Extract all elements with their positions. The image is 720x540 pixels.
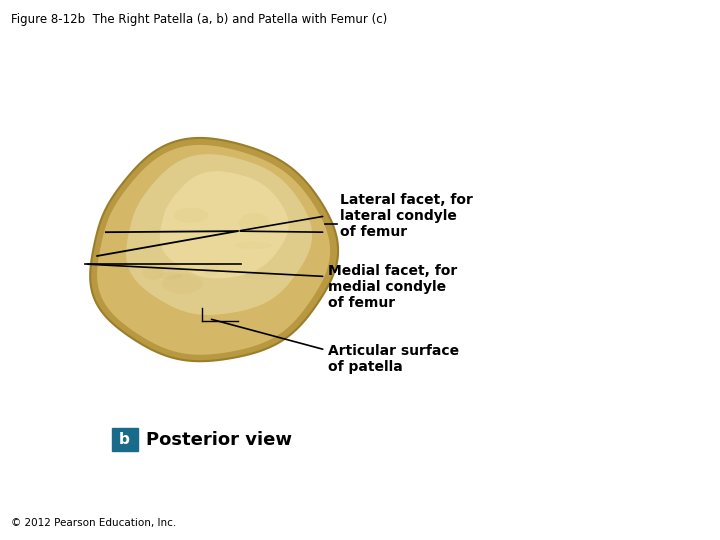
Polygon shape — [90, 138, 338, 361]
Text: Lateral facet, for
lateral condyle
of femur: Lateral facet, for lateral condyle of fe… — [340, 193, 473, 239]
Ellipse shape — [204, 262, 220, 276]
Polygon shape — [160, 171, 289, 278]
Polygon shape — [126, 154, 312, 315]
Ellipse shape — [159, 272, 182, 279]
Text: Medial facet, for
medial condyle
of femur: Medial facet, for medial condyle of femu… — [328, 264, 458, 310]
Text: b: b — [119, 432, 130, 447]
Text: Posterior view: Posterior view — [146, 430, 292, 449]
FancyBboxPatch shape — [112, 428, 138, 451]
Ellipse shape — [244, 271, 278, 280]
Ellipse shape — [239, 213, 270, 233]
Text: Figure 8-12b  The Right Patella (a, b) and Patella with Femur (c): Figure 8-12b The Right Patella (a, b) an… — [11, 14, 387, 26]
Ellipse shape — [235, 241, 271, 249]
Ellipse shape — [143, 264, 163, 280]
Text: Articular surface
of patella: Articular surface of patella — [328, 344, 459, 374]
Text: © 2012 Pearson Education, Inc.: © 2012 Pearson Education, Inc. — [11, 518, 176, 528]
Ellipse shape — [173, 208, 209, 223]
Ellipse shape — [162, 274, 203, 294]
Polygon shape — [97, 145, 330, 355]
